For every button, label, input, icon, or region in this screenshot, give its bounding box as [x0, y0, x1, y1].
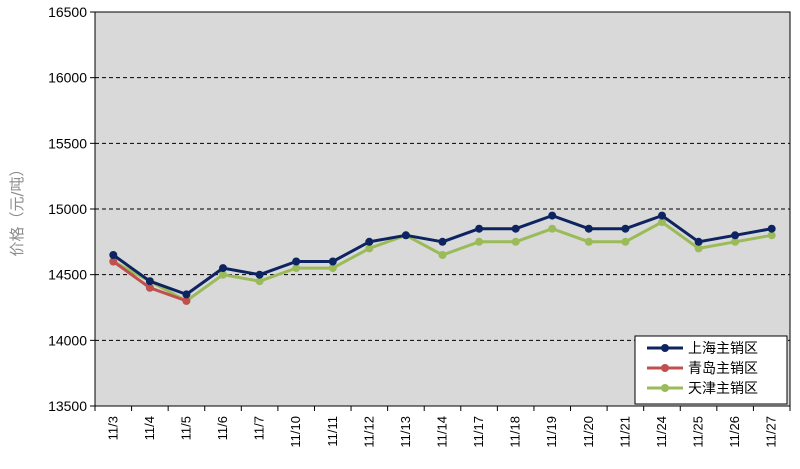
- legend-item: 天津主销区: [647, 381, 758, 397]
- data-point: [731, 237, 740, 246]
- data-point: [109, 257, 118, 266]
- data-point: [694, 237, 703, 246]
- y-tick-label: 16500: [48, 4, 87, 20]
- x-tick-label: 11/27: [764, 416, 779, 448]
- y-tick-label: 16000: [48, 70, 87, 86]
- data-point: [767, 224, 776, 233]
- data-point: [621, 224, 630, 233]
- x-tick-label: 11/24: [654, 416, 669, 448]
- x-tick-label: 11/21: [617, 416, 632, 448]
- data-point: [438, 251, 447, 259]
- y-tick-label: 14500: [48, 267, 87, 283]
- x-tick-label: 11/25: [691, 416, 706, 448]
- data-point: [475, 224, 484, 233]
- legend-label: 青岛主销区: [688, 361, 758, 377]
- y-tick-label: 14000: [48, 332, 87, 348]
- data-point: [328, 257, 337, 266]
- legend-swatch-marker: [661, 344, 669, 352]
- x-tick-label: 11/20: [581, 416, 596, 448]
- x-tick-label: 11/18: [508, 416, 523, 448]
- x-tick-label: 11/13: [398, 416, 413, 448]
- data-point: [365, 244, 374, 253]
- series-2: [109, 257, 191, 305]
- x-tick-label: 11/17: [471, 416, 486, 448]
- x-tick-label: 11/10: [288, 416, 303, 448]
- x-tick-label: 11/5: [178, 416, 193, 440]
- data-point: [255, 277, 264, 286]
- y-tick-label: 15000: [48, 201, 87, 217]
- x-tick-label: 11/12: [361, 416, 376, 448]
- legend-item: 青岛主销区: [647, 361, 758, 377]
- data-point: [694, 244, 703, 253]
- x-tick-label: 11/19: [544, 416, 559, 448]
- data-point: [328, 264, 337, 273]
- legend-label: 上海主销区: [688, 341, 758, 357]
- data-point: [292, 264, 301, 273]
- x-tick-label: 11/6: [215, 416, 230, 440]
- data-point: [658, 211, 666, 220]
- data-point: [145, 283, 154, 292]
- data-point: [255, 270, 264, 279]
- y-tick-label: 13500: [48, 398, 87, 414]
- data-point: [767, 231, 776, 240]
- y-tick-label: 15500: [48, 135, 87, 151]
- data-point: [584, 224, 593, 233]
- x-tick-label: 11/11: [325, 416, 340, 447]
- data-point: [182, 296, 191, 305]
- legend-swatch-marker: [661, 364, 669, 372]
- legend-label: 天津主销区: [688, 381, 758, 397]
- x-tick-label: 11/26: [727, 416, 742, 448]
- data-point: [548, 224, 557, 233]
- x-tick-label: 11/4: [142, 416, 157, 440]
- data-point: [475, 237, 484, 246]
- x-tick-label: 11/7: [252, 416, 267, 440]
- data-point: [731, 231, 740, 240]
- data-point: [219, 264, 227, 273]
- data-point: [511, 237, 520, 246]
- legend-item: 上海主销区: [647, 341, 758, 357]
- gridlines: [95, 77, 790, 341]
- data-point: [621, 237, 630, 246]
- data-point: [438, 237, 447, 246]
- data-point: [365, 237, 374, 246]
- series-layer: [109, 211, 776, 305]
- series-1: [109, 211, 776, 299]
- legend-swatch-marker: [661, 384, 669, 392]
- data-point: [182, 290, 191, 299]
- data-point: [658, 218, 666, 227]
- data-point: [584, 237, 593, 246]
- x-tick-label: 11/3: [105, 416, 120, 440]
- x-axis-ticks: 11/3 11/4 11/5 11/6 11/7 11/10 11/11 11/12 11/13…: [94, 406, 791, 448]
- data-point: [219, 270, 227, 279]
- x-tick-label: 11/14: [435, 416, 450, 448]
- data-point: [548, 211, 557, 220]
- data-point: [145, 277, 154, 286]
- y-axis-label: 价格（元/吨）: [8, 161, 26, 256]
- data-point: [292, 257, 301, 266]
- y-axis-ticks: 13500 14000 14500 15000 15500 16000 16500: [48, 4, 95, 414]
- data-point: [511, 224, 520, 233]
- data-point: [109, 251, 118, 259]
- data-point: [401, 231, 410, 240]
